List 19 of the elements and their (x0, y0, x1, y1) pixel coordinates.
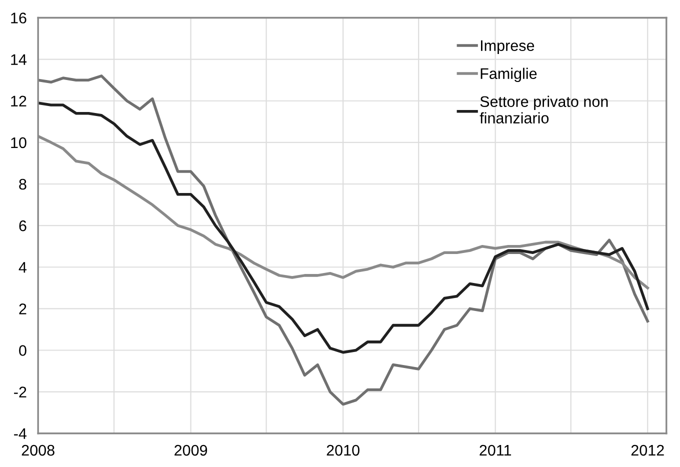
x-tick-label: 2008 (22, 444, 54, 456)
y-tick-label: 16 (11, 12, 26, 24)
x-tick-label: 2010 (326, 444, 360, 456)
y-tick-label: 2 (19, 304, 26, 314)
legend-label: Settore privato non finanziario (480, 96, 608, 124)
x-tick-label: 2011 (480, 444, 512, 456)
x-tick-label: 2012 (631, 444, 664, 456)
y-tick-label: 12 (11, 96, 26, 106)
legend-label: Imprese (480, 40, 534, 54)
y-tick-label: 6 (19, 220, 26, 232)
y-tick-label: -4 (14, 428, 27, 439)
y-tick-label: 8 (19, 178, 26, 190)
x-tick-label: 2009 (174, 444, 208, 456)
y-tick-label: 14 (11, 54, 27, 65)
y-tick-label: 0 (19, 345, 26, 356)
y-tick-label: -2 (14, 386, 26, 398)
y-tick-label: 4 (18, 262, 27, 273)
y-tick-label: 10 (11, 137, 26, 148)
legend-label: Famiglie (480, 68, 537, 82)
